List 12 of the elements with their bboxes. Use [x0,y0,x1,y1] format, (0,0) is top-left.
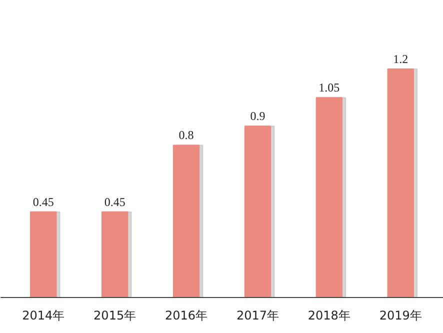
data-label: 1.2 [393,52,408,66]
data-label: 0.45 [104,194,126,209]
data-label: 0.8 [178,128,194,142]
x-tick-label: 2014年 [22,308,65,322]
data-label: 0.45 [32,194,54,209]
data-label: 0.9 [250,109,266,124]
x-tick-label: 2018年 [308,308,350,322]
x-tick-label: 2016年 [165,308,208,322]
x-tick-label: 2015年 [94,308,136,322]
data-label: 1.05 [318,80,340,95]
x-tick-label: 2019年 [379,308,422,322]
x-tick-label: 2017年 [236,308,280,322]
